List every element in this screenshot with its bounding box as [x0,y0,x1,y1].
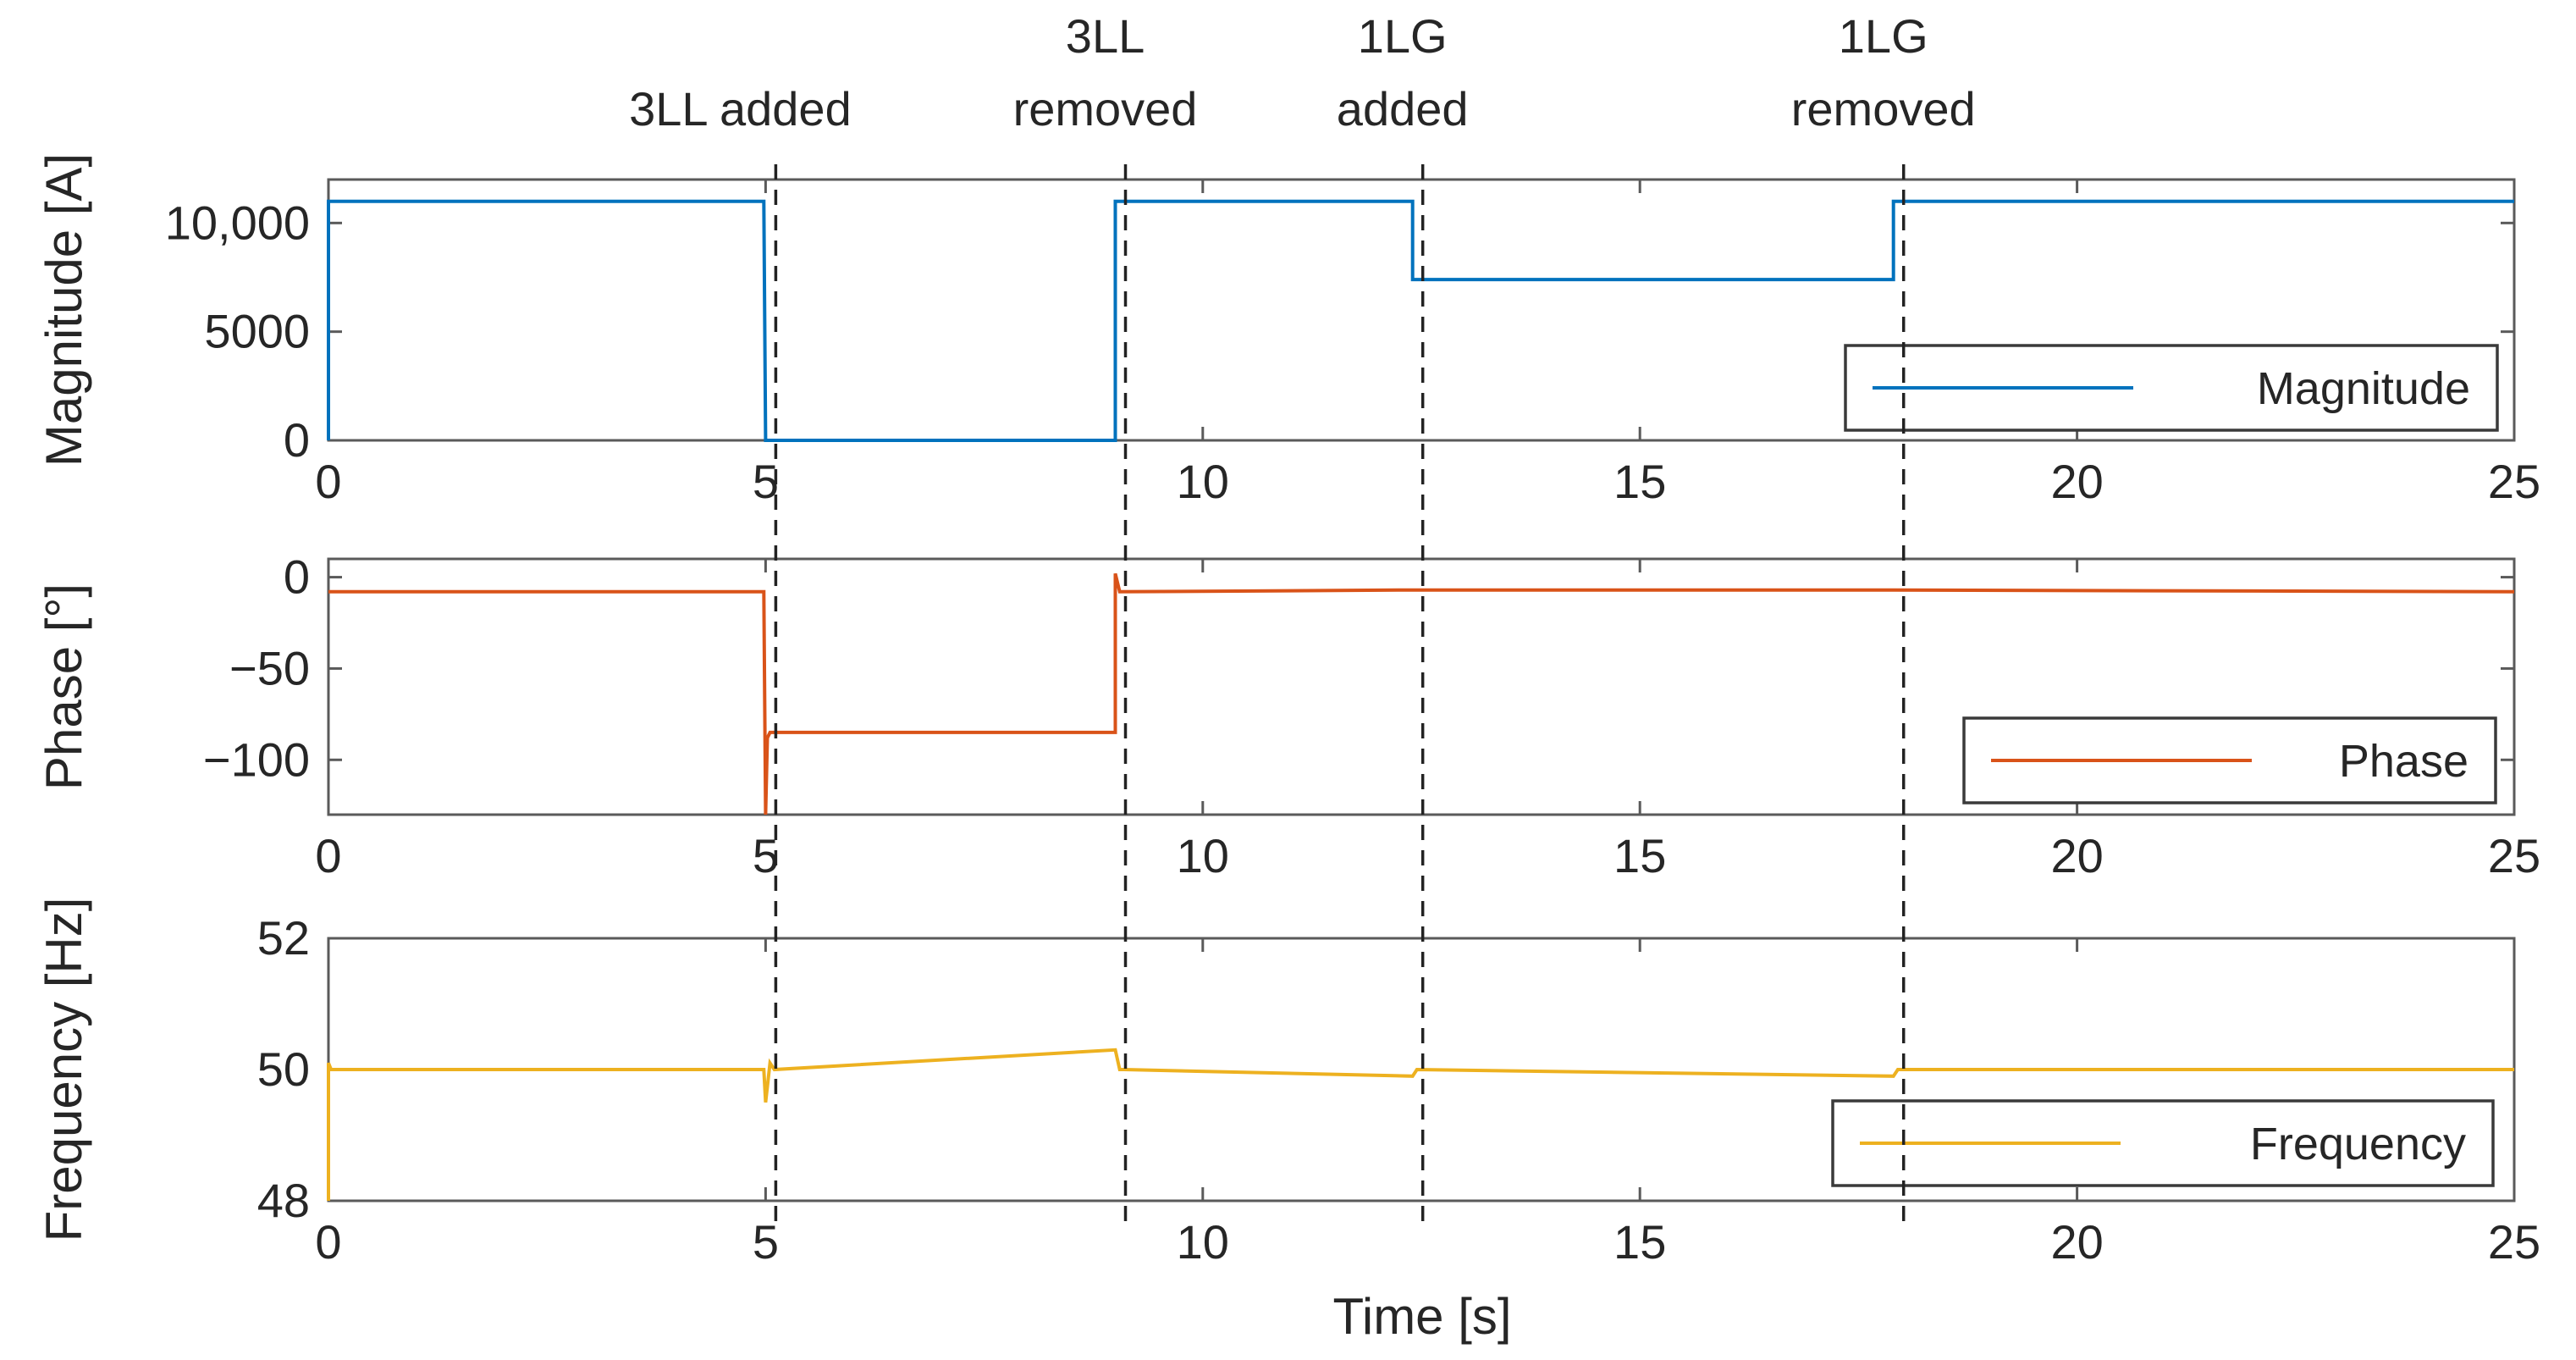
event-label: added [1337,82,1469,135]
phase-x-tick-label: 20 [2050,829,2103,882]
event-labels: 3LL added 3LL removed 1LG added 1LG removed [629,9,1976,135]
frequency-x-tick-label: 5 [753,1215,779,1269]
magnitude-legend-label: Magnitude [2257,363,2470,414]
frequency-y-tick-label: 52 [257,911,310,965]
magnitude-y-tick-label: 0 [284,413,310,467]
frequency-x-tick-label: 25 [2488,1215,2540,1269]
frequency-series-line [327,1048,2514,1201]
magnitude-legend: Magnitude [1844,344,2499,432]
frequency-panel: 0 5 10 15 20 25 48 50 52 Frequency [Hz] Frequency [36,898,2540,1269]
frequency-x-tick-label: 15 [1613,1215,1666,1269]
phase-y-tick-label: −50 [229,641,310,694]
frequency-y-axis-label: Frequency [Hz] [36,898,92,1242]
frequency-legend: Frequency [1831,1099,2495,1187]
magnitude-y-tick-label: 5000 [204,305,310,358]
event-label: removed [1791,82,1976,135]
phase-x-tick-label: 10 [1177,829,1229,882]
phase-legend-label: Phase [2339,736,2468,787]
phase-y-tick-label: 0 [284,550,310,604]
frequency-y-tick-label: 48 [257,1174,310,1227]
phase-x-tick-label: 15 [1613,829,1666,882]
magnitude-series-line [327,199,2514,442]
event-label: 3LL [1066,9,1145,63]
frequency-y-tick-label: 50 [257,1042,310,1096]
magnitude-x-tick-label: 25 [2488,455,2540,508]
frequency-legend-label: Frequency [2250,1119,2466,1169]
phase-series-line [328,572,2515,815]
event-label: 3LL added [629,82,852,135]
phase-y-tick-label: −100 [203,733,310,786]
event-label: 1LG [1839,9,1928,63]
phase-y-axis-label: Phase [°] [36,583,92,790]
phase-legend: Phase [1962,716,2497,804]
event-label: 1LG [1358,9,1448,63]
frequency-x-tick-label: 10 [1177,1215,1229,1269]
magnitude-x-tick-label: 10 [1177,455,1229,508]
magnitude-x-tick-label: 15 [1613,455,1666,508]
magnitude-x-tick-label: 0 [315,455,341,508]
phase-x-tick-label: 0 [315,829,341,882]
magnitude-y-tick-label: 10,000 [165,196,310,249]
magnitude-y-axis-label: Magnitude [A] [36,153,92,467]
frequency-x-tick-label: 0 [315,1215,341,1269]
phase-x-tick-label: 25 [2488,829,2540,882]
frequency-x-tick-label: 20 [2050,1215,2103,1269]
event-label: removed [1013,82,1198,135]
magnitude-x-tick-label: 20 [2050,455,2103,508]
x-axis-label: Time [s] [1332,1288,1511,1345]
